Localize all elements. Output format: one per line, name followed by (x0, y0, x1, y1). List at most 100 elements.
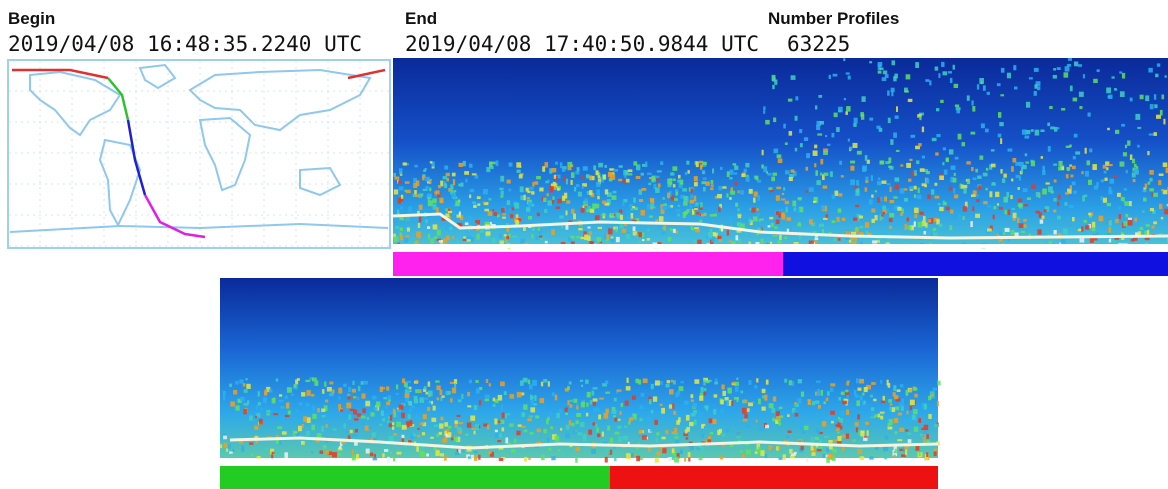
speckle (547, 180, 550, 182)
speckle (397, 409, 401, 411)
speckle (1053, 68, 1056, 70)
speckle (494, 212, 498, 216)
track-segment (393, 252, 783, 276)
speckle (563, 451, 567, 456)
speckle (888, 118, 891, 123)
speckle (471, 455, 474, 458)
speckle (429, 401, 431, 404)
track-segment (783, 252, 1168, 276)
speckle (419, 217, 422, 222)
speckle (907, 432, 911, 435)
speckle (804, 137, 808, 141)
speckle (233, 390, 237, 394)
speckle (467, 239, 471, 241)
speckle (691, 394, 694, 398)
speckle (553, 182, 556, 186)
speckle (909, 389, 912, 392)
speckle (633, 414, 636, 419)
speckle (699, 457, 703, 461)
speckle (936, 134, 940, 137)
speckle (1000, 138, 1002, 144)
speckle (915, 62, 919, 68)
speckle (560, 162, 562, 168)
speckle (760, 450, 764, 456)
speckle (817, 420, 820, 423)
speckle (845, 111, 848, 115)
speckle (795, 96, 798, 100)
speckle (789, 131, 792, 136)
speckle (401, 413, 405, 419)
speckle (261, 407, 263, 410)
speckle (537, 429, 541, 433)
speckle (299, 402, 302, 406)
speckle (1024, 204, 1029, 206)
speckle (749, 189, 753, 194)
speckle (1085, 171, 1089, 177)
speckle (869, 457, 873, 460)
speckle (517, 170, 521, 173)
speckle (699, 396, 703, 401)
speckle (953, 178, 957, 183)
speckle (559, 216, 564, 219)
speckle (425, 177, 430, 182)
speckle (1153, 193, 1158, 197)
speckle (440, 417, 443, 421)
speckle (298, 421, 302, 425)
speckle (859, 226, 863, 229)
speckle (620, 215, 623, 220)
speckle (363, 381, 368, 385)
speckle (235, 381, 238, 385)
speckle (311, 451, 313, 453)
speckle (658, 183, 661, 187)
speckle (906, 163, 911, 168)
speckle (694, 208, 698, 210)
speckle (1114, 89, 1117, 91)
speckle (653, 396, 657, 401)
speckle (535, 415, 539, 418)
speckle (673, 433, 678, 436)
speckle (578, 228, 582, 230)
speckle (799, 235, 801, 240)
speckle (542, 166, 545, 172)
end-time: 2019/04/08 17:40:50.9844 UTC (405, 32, 759, 56)
speckle (695, 229, 700, 232)
speckle (1081, 226, 1083, 231)
speckle (897, 207, 901, 211)
speckle (958, 214, 961, 219)
speckle (685, 429, 688, 433)
speckle (703, 187, 706, 191)
speckle (641, 393, 645, 397)
speckle (528, 216, 532, 220)
speckle (694, 182, 698, 186)
speckle (281, 406, 284, 409)
speckle (510, 394, 515, 399)
speckle (586, 174, 589, 178)
speckle (798, 379, 802, 383)
speckle (871, 412, 874, 418)
speckle (841, 411, 845, 416)
speckle (365, 401, 370, 407)
speckle (746, 177, 750, 182)
speckle (678, 205, 680, 207)
speckle (267, 421, 269, 424)
speckle (425, 186, 428, 189)
speckle (476, 388, 480, 393)
speckle (1057, 216, 1061, 220)
speckle (1140, 95, 1144, 100)
speckle (633, 198, 636, 203)
speckle (291, 394, 294, 396)
speckle (574, 187, 576, 192)
speckle (1048, 186, 1053, 192)
speckle (596, 182, 600, 187)
speckle (285, 415, 289, 417)
speckle (532, 204, 535, 206)
speckle (1104, 171, 1107, 174)
speckle (1148, 68, 1152, 73)
speckle (1014, 87, 1018, 90)
speckle (872, 219, 875, 223)
speckle (665, 430, 668, 434)
speckle (674, 198, 678, 201)
speckle (838, 107, 843, 113)
speckle (1133, 179, 1136, 182)
speckle (878, 178, 880, 180)
